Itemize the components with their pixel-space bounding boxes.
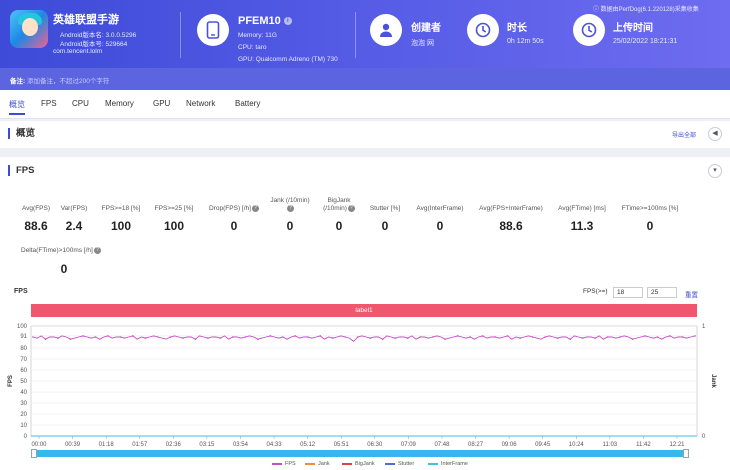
metric-label: Avg(FPS+InterFrame)	[479, 205, 543, 212]
fps-section-title: FPS	[8, 165, 34, 176]
metric-label: Jank (/10min)?	[270, 197, 310, 212]
legend-swatch	[428, 463, 438, 465]
help-icon[interactable]: ?	[347, 205, 355, 212]
metric-label: FTime>=100ms [%]	[621, 205, 679, 212]
user-icon	[370, 14, 402, 46]
legend-label: FPS	[285, 461, 296, 467]
note-label: 备注:	[10, 78, 26, 85]
help-icon[interactable]: ?	[287, 205, 294, 212]
creator-label: 创建者	[411, 23, 441, 34]
metric-value: 88.6	[499, 219, 523, 233]
android-version-name: Android版本名: 3.0.0.5296	[60, 32, 137, 39]
tab-fps[interactable]: FPS	[41, 99, 57, 108]
creator-value: 泡泡 网	[411, 40, 434, 47]
legend-swatch	[305, 463, 315, 465]
legend-item-fps[interactable]: FPS	[272, 461, 296, 467]
scrollbar-right-handle[interactable]	[683, 449, 689, 458]
metric-label: Delta(FTime)>100ms [/h]?	[21, 247, 101, 254]
legend-label: BigJank	[355, 461, 375, 467]
tab-battery[interactable]: Battery	[235, 99, 261, 108]
collapse-left-icon[interactable]: ◀	[708, 127, 722, 141]
tab-gpu[interactable]: GPU	[153, 99, 171, 108]
legend-swatch	[342, 463, 352, 465]
device-name: PFEM10 i	[238, 15, 292, 27]
phone-icon	[197, 14, 229, 46]
tab-overview[interactable]: 概览	[9, 100, 25, 115]
info-icon[interactable]: i	[283, 17, 292, 26]
legend-label: Jank	[318, 461, 330, 467]
metric-label: Avg(FPS)	[21, 205, 51, 212]
metric-value: 0	[230, 219, 238, 233]
upload-time-icon	[573, 14, 605, 46]
metric-value: 0	[646, 219, 654, 233]
report-header: 英雄联盟手游 Android版本名: 3.0.0.5296 Android版本号…	[0, 0, 730, 68]
legend-label: InterFrame	[441, 461, 468, 467]
metric-value: 0	[335, 219, 343, 233]
legend-label: Stutter	[398, 461, 415, 467]
tab-cpu[interactable]: CPU	[72, 99, 89, 108]
time-range-scrollbar[interactable]	[31, 450, 687, 457]
note-input[interactable]: 添加备注，不超过200个字符	[27, 78, 110, 85]
fps-threshold-input-1[interactable]: 18	[613, 287, 643, 298]
chart-title: FPS	[14, 288, 28, 295]
tab-memory[interactable]: Memory	[105, 99, 134, 108]
legend-item-bigjank[interactable]: BigJank	[342, 461, 375, 467]
divider	[355, 12, 356, 58]
metric-value: 100	[110, 219, 132, 233]
help-icon[interactable]: ?	[251, 205, 259, 212]
data-source-note: ⓘ 数据由PerfDog(6.1.220128)采集收集	[593, 7, 699, 13]
metric-value: 2.4	[65, 219, 83, 233]
metric-label: Drop(FPS) [/h]?	[204, 205, 264, 212]
chevron-down-icon[interactable]: ▾	[708, 164, 722, 178]
metric-value: 0	[60, 262, 68, 276]
metric-label: FPS>=25 [%]	[154, 205, 194, 212]
app-name: 英雄联盟手游	[53, 14, 119, 26]
reset-link[interactable]: 重置	[685, 292, 698, 299]
tab-network[interactable]: Network	[186, 99, 216, 108]
package-name: com.tencent.lolm	[53, 48, 103, 55]
metric-value: 11.3	[570, 219, 594, 233]
metric-value: 0	[381, 219, 389, 233]
help-icon[interactable]: ?	[93, 247, 101, 254]
metric-value: 0	[436, 219, 444, 233]
metric-label: BigJank (/10min)?	[316, 197, 362, 213]
metric-label: FPS>=18 [%]	[101, 205, 141, 212]
tab-bar: 概览 FPS CPU Memory GPU Network Battery	[0, 90, 730, 119]
metric-value: 100	[163, 219, 185, 233]
label-bar[interactable]: label1	[31, 304, 697, 317]
export-all-link[interactable]: 导出全部	[672, 133, 697, 139]
android-version-code: Android版本号: 529664	[60, 41, 128, 48]
app-icon	[10, 10, 48, 48]
fps-threshold-input-2[interactable]: 25	[647, 287, 677, 298]
legend-swatch	[272, 463, 282, 465]
overview-title: 概览	[8, 128, 35, 139]
device-memory: Memory: 11G	[238, 32, 277, 39]
metric-label: Stutter [%]	[369, 205, 401, 212]
upload-time-value: 25/02/2022 18:21:31	[613, 38, 678, 45]
metric-label: Avg(InterFrame)	[416, 205, 464, 212]
legend-item-jank[interactable]: Jank	[305, 461, 330, 467]
metric-value: 88.6	[24, 219, 48, 233]
duration-value: 0h 12m 50s	[507, 38, 544, 45]
device-cpu: CPU: taro	[238, 44, 267, 51]
fps-threshold-label: FPS(>=)	[583, 288, 608, 295]
metric-label: Var(FPS)	[60, 205, 88, 212]
divider	[180, 12, 181, 58]
device-gpu: GPU: Qualcomm Adreno (TM) 730	[238, 56, 338, 63]
metric-value: 0	[286, 219, 294, 233]
duration-label: 时长	[507, 23, 527, 34]
upload-time-label: 上传时间	[613, 23, 653, 34]
clock-icon	[467, 14, 499, 46]
scrollbar-left-handle[interactable]	[31, 449, 37, 458]
overview-section: 概览 导出全部 ◀	[0, 121, 730, 148]
legend-item-stutter[interactable]: Stutter	[385, 461, 414, 467]
legend-swatch	[385, 463, 395, 465]
legend-item-interframe[interactable]: InterFrame	[428, 461, 468, 467]
metric-label: Avg(FTime) [ms]	[558, 205, 606, 212]
note-bar: 备注: 添加备注，不超过200个字符	[0, 68, 730, 90]
